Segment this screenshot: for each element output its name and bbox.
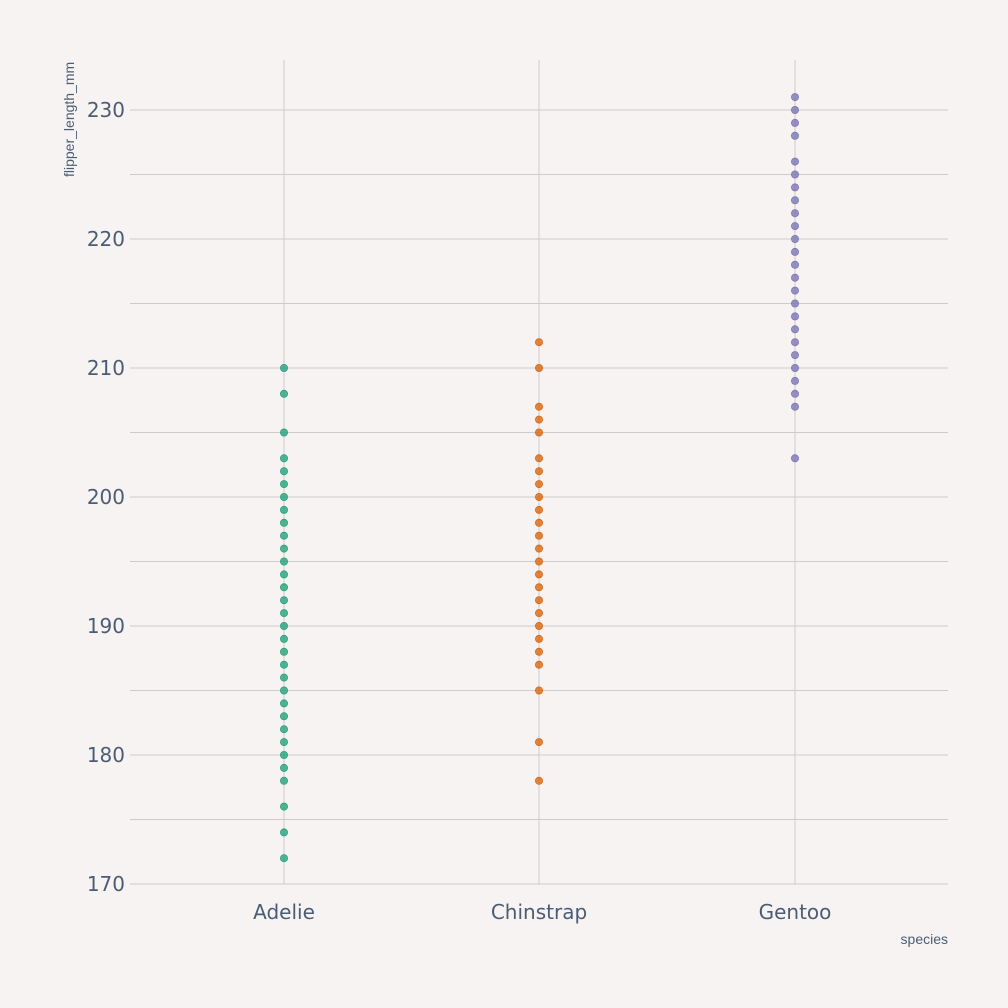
data-point <box>535 544 544 553</box>
data-point <box>279 428 288 437</box>
data-point <box>535 738 544 747</box>
data-point <box>791 325 800 334</box>
data-point <box>279 609 288 618</box>
data-points <box>279 93 800 863</box>
data-point <box>791 273 800 282</box>
data-point <box>279 596 288 605</box>
data-point <box>279 544 288 553</box>
data-point <box>279 583 288 592</box>
data-point <box>535 596 544 605</box>
data-point <box>279 454 288 463</box>
data-point <box>279 557 288 566</box>
grid <box>130 60 948 885</box>
y-tick-label: 210 <box>87 356 125 380</box>
data-point <box>279 389 288 398</box>
data-point <box>535 634 544 643</box>
data-point <box>535 467 544 476</box>
data-point <box>535 583 544 592</box>
data-point <box>279 647 288 656</box>
x-axis-title: species <box>901 931 948 947</box>
data-point <box>791 196 800 205</box>
data-point <box>535 531 544 540</box>
data-point <box>279 480 288 489</box>
data-point <box>535 557 544 566</box>
data-point <box>279 505 288 514</box>
data-point <box>279 725 288 734</box>
data-point <box>279 531 288 540</box>
data-point <box>791 351 800 360</box>
data-point <box>279 492 288 501</box>
data-point <box>535 660 544 669</box>
data-point <box>535 363 544 372</box>
data-point <box>535 609 544 618</box>
y-tick-label: 180 <box>87 743 125 767</box>
data-point <box>535 428 544 437</box>
data-point <box>535 415 544 424</box>
data-point <box>791 389 800 398</box>
data-point <box>791 157 800 166</box>
data-point <box>535 480 544 489</box>
data-point <box>279 634 288 643</box>
data-point <box>279 738 288 747</box>
data-point <box>791 402 800 411</box>
data-point <box>279 854 288 863</box>
y-tick-label: 230 <box>87 98 125 122</box>
data-point <box>279 712 288 721</box>
data-point <box>279 776 288 785</box>
data-point <box>791 170 800 179</box>
data-point <box>279 570 288 579</box>
data-point <box>791 93 800 102</box>
data-point <box>279 828 288 837</box>
data-point <box>791 376 800 385</box>
data-point <box>279 699 288 708</box>
data-point <box>791 183 800 192</box>
data-point <box>791 234 800 243</box>
y-tick-label: 220 <box>87 227 125 251</box>
data-point <box>279 763 288 772</box>
y-tick-label: 170 <box>87 872 125 896</box>
data-point <box>279 673 288 682</box>
data-point <box>279 467 288 476</box>
data-point <box>791 106 800 115</box>
data-point <box>535 570 544 579</box>
x-tick-label: Adelie <box>253 900 315 924</box>
data-point <box>535 518 544 527</box>
data-point <box>279 751 288 760</box>
data-point <box>791 247 800 256</box>
data-point <box>791 454 800 463</box>
y-tick-label: 200 <box>87 485 125 509</box>
data-point <box>535 454 544 463</box>
tick-labels: 170 180 190 200 210 220 230 Adelie Chinstrap Gent… <box>87 98 832 924</box>
y-tick-label: 190 <box>87 614 125 638</box>
data-point <box>279 802 288 811</box>
data-point <box>535 647 544 656</box>
data-point <box>535 776 544 785</box>
data-point <box>279 518 288 527</box>
x-tick-label: Chinstrap <box>491 900 587 924</box>
data-point <box>791 363 800 372</box>
data-point <box>791 338 800 347</box>
x-tick-label: Gentoo <box>759 900 832 924</box>
data-point <box>279 686 288 695</box>
data-point <box>535 505 544 514</box>
data-point <box>535 492 544 501</box>
data-point <box>279 363 288 372</box>
data-point <box>535 402 544 411</box>
data-point <box>535 338 544 347</box>
data-point <box>535 622 544 631</box>
y-axis-title: flipper_length_mm <box>61 62 77 177</box>
data-point <box>791 286 800 295</box>
data-point <box>791 222 800 231</box>
data-point <box>279 660 288 669</box>
data-point <box>791 209 800 218</box>
data-point <box>791 299 800 308</box>
data-point <box>791 312 800 321</box>
data-point <box>535 686 544 695</box>
data-point <box>279 622 288 631</box>
data-point <box>791 118 800 127</box>
data-point <box>791 260 800 269</box>
data-point <box>791 131 800 140</box>
